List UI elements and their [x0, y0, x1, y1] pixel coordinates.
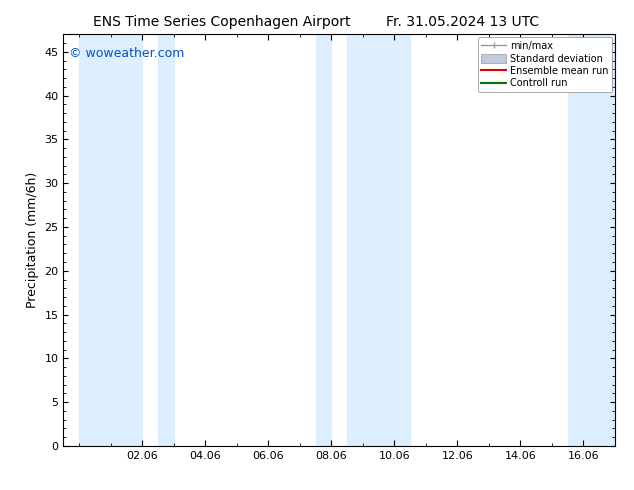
Y-axis label: Precipitation (mm/6h): Precipitation (mm/6h): [26, 172, 39, 308]
Bar: [567, 34, 615, 446]
Bar: [158, 34, 174, 446]
Bar: [347, 34, 410, 446]
Text: ENS Time Series Copenhagen Airport: ENS Time Series Copenhagen Airport: [93, 15, 351, 29]
Bar: [79, 34, 142, 446]
Text: © woweather.com: © woweather.com: [69, 47, 184, 60]
Legend: min/max, Standard deviation, Ensemble mean run, Controll run: min/max, Standard deviation, Ensemble me…: [477, 37, 612, 92]
Text: Fr. 31.05.2024 13 UTC: Fr. 31.05.2024 13 UTC: [386, 15, 540, 29]
Bar: [316, 34, 332, 446]
